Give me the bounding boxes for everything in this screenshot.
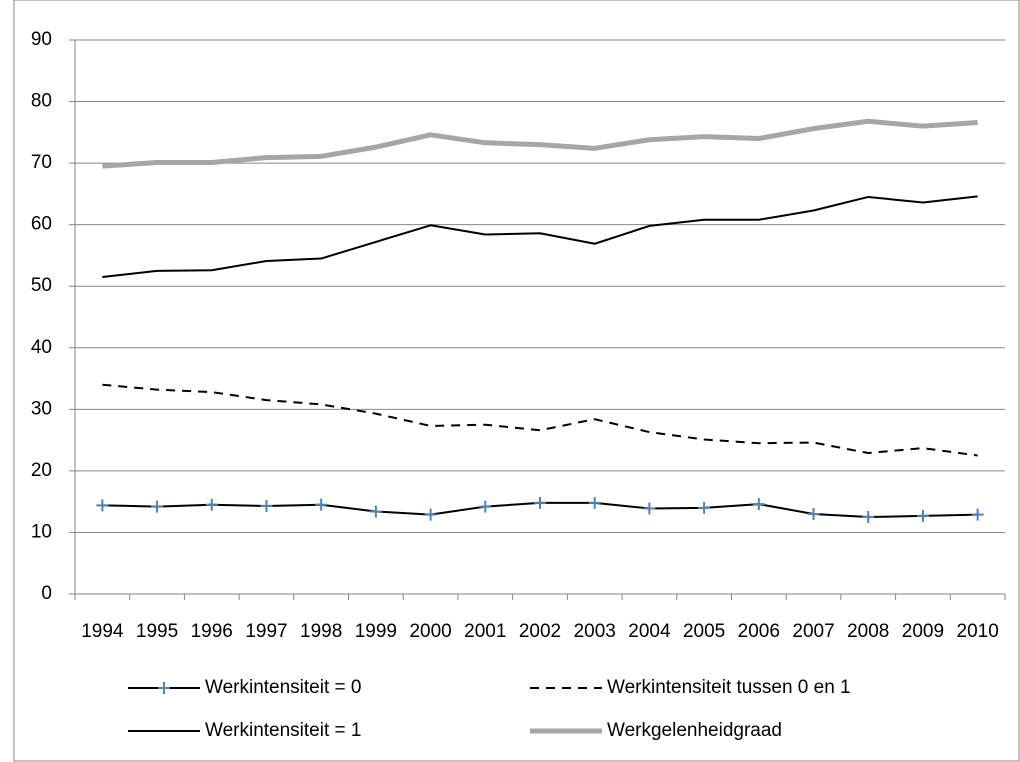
x-tick-label: 2009 — [902, 621, 944, 642]
series-line — [102, 118, 978, 169]
series-line — [102, 383, 978, 457]
series-line — [102, 195, 978, 278]
marker — [479, 500, 492, 513]
marker — [588, 496, 601, 509]
chart-frame — [13, 0, 1020, 762]
marker — [862, 511, 875, 524]
legend-label: Werkintensiteit tussen 0 en 1 — [607, 677, 851, 698]
x-tick-label: 1998 — [300, 621, 342, 642]
legend-label: Werkintensiteit = 0 — [205, 677, 361, 698]
marker — [96, 499, 109, 512]
marker — [698, 501, 711, 514]
x-tick-label: 2010 — [957, 621, 999, 642]
x-tick-label: 2002 — [519, 621, 561, 642]
y-tick-label: 0 — [41, 583, 52, 604]
marker — [971, 508, 984, 521]
marker — [205, 498, 218, 511]
marker — [315, 498, 328, 511]
x-tick-label: 1997 — [245, 621, 287, 642]
x-tick-label: 1995 — [136, 621, 178, 642]
marker — [752, 498, 765, 511]
x-tick-label: 2007 — [792, 621, 834, 642]
x-tick-label: 2006 — [738, 621, 780, 642]
x-tick-label: 2008 — [847, 621, 889, 642]
legend-label: Werkgelenheidgraad — [607, 720, 782, 741]
y-tick-label: 90 — [31, 29, 52, 50]
y-tick-label: 60 — [31, 214, 52, 235]
y-tick-label: 70 — [31, 152, 52, 173]
marker — [151, 500, 164, 513]
marker — [369, 505, 382, 518]
y-tick-label: 50 — [31, 275, 52, 296]
marker — [424, 508, 437, 521]
marker — [916, 509, 929, 522]
marker — [807, 507, 820, 520]
marker — [643, 502, 656, 515]
y-tick-label: 30 — [31, 398, 52, 419]
y-tick-label: 10 — [31, 521, 52, 542]
x-tick-label: 1996 — [191, 621, 233, 642]
y-tick-label: 40 — [31, 337, 52, 358]
marker — [158, 682, 170, 694]
legend-label: Werkintensiteit = 1 — [205, 720, 361, 741]
marker — [260, 499, 273, 512]
x-tick-label: 2003 — [574, 621, 616, 642]
x-tick-label: 2005 — [683, 621, 725, 642]
y-tick-label: 20 — [31, 460, 52, 481]
x-tick-label: 2004 — [628, 621, 671, 642]
marker — [534, 496, 546, 509]
x-tick-label: 2001 — [464, 621, 506, 642]
x-tick-label: 1999 — [355, 621, 397, 642]
x-tick-label: 2000 — [409, 621, 451, 642]
x-tick-label: 1994 — [81, 621, 124, 642]
y-tick-label: 80 — [31, 91, 52, 112]
